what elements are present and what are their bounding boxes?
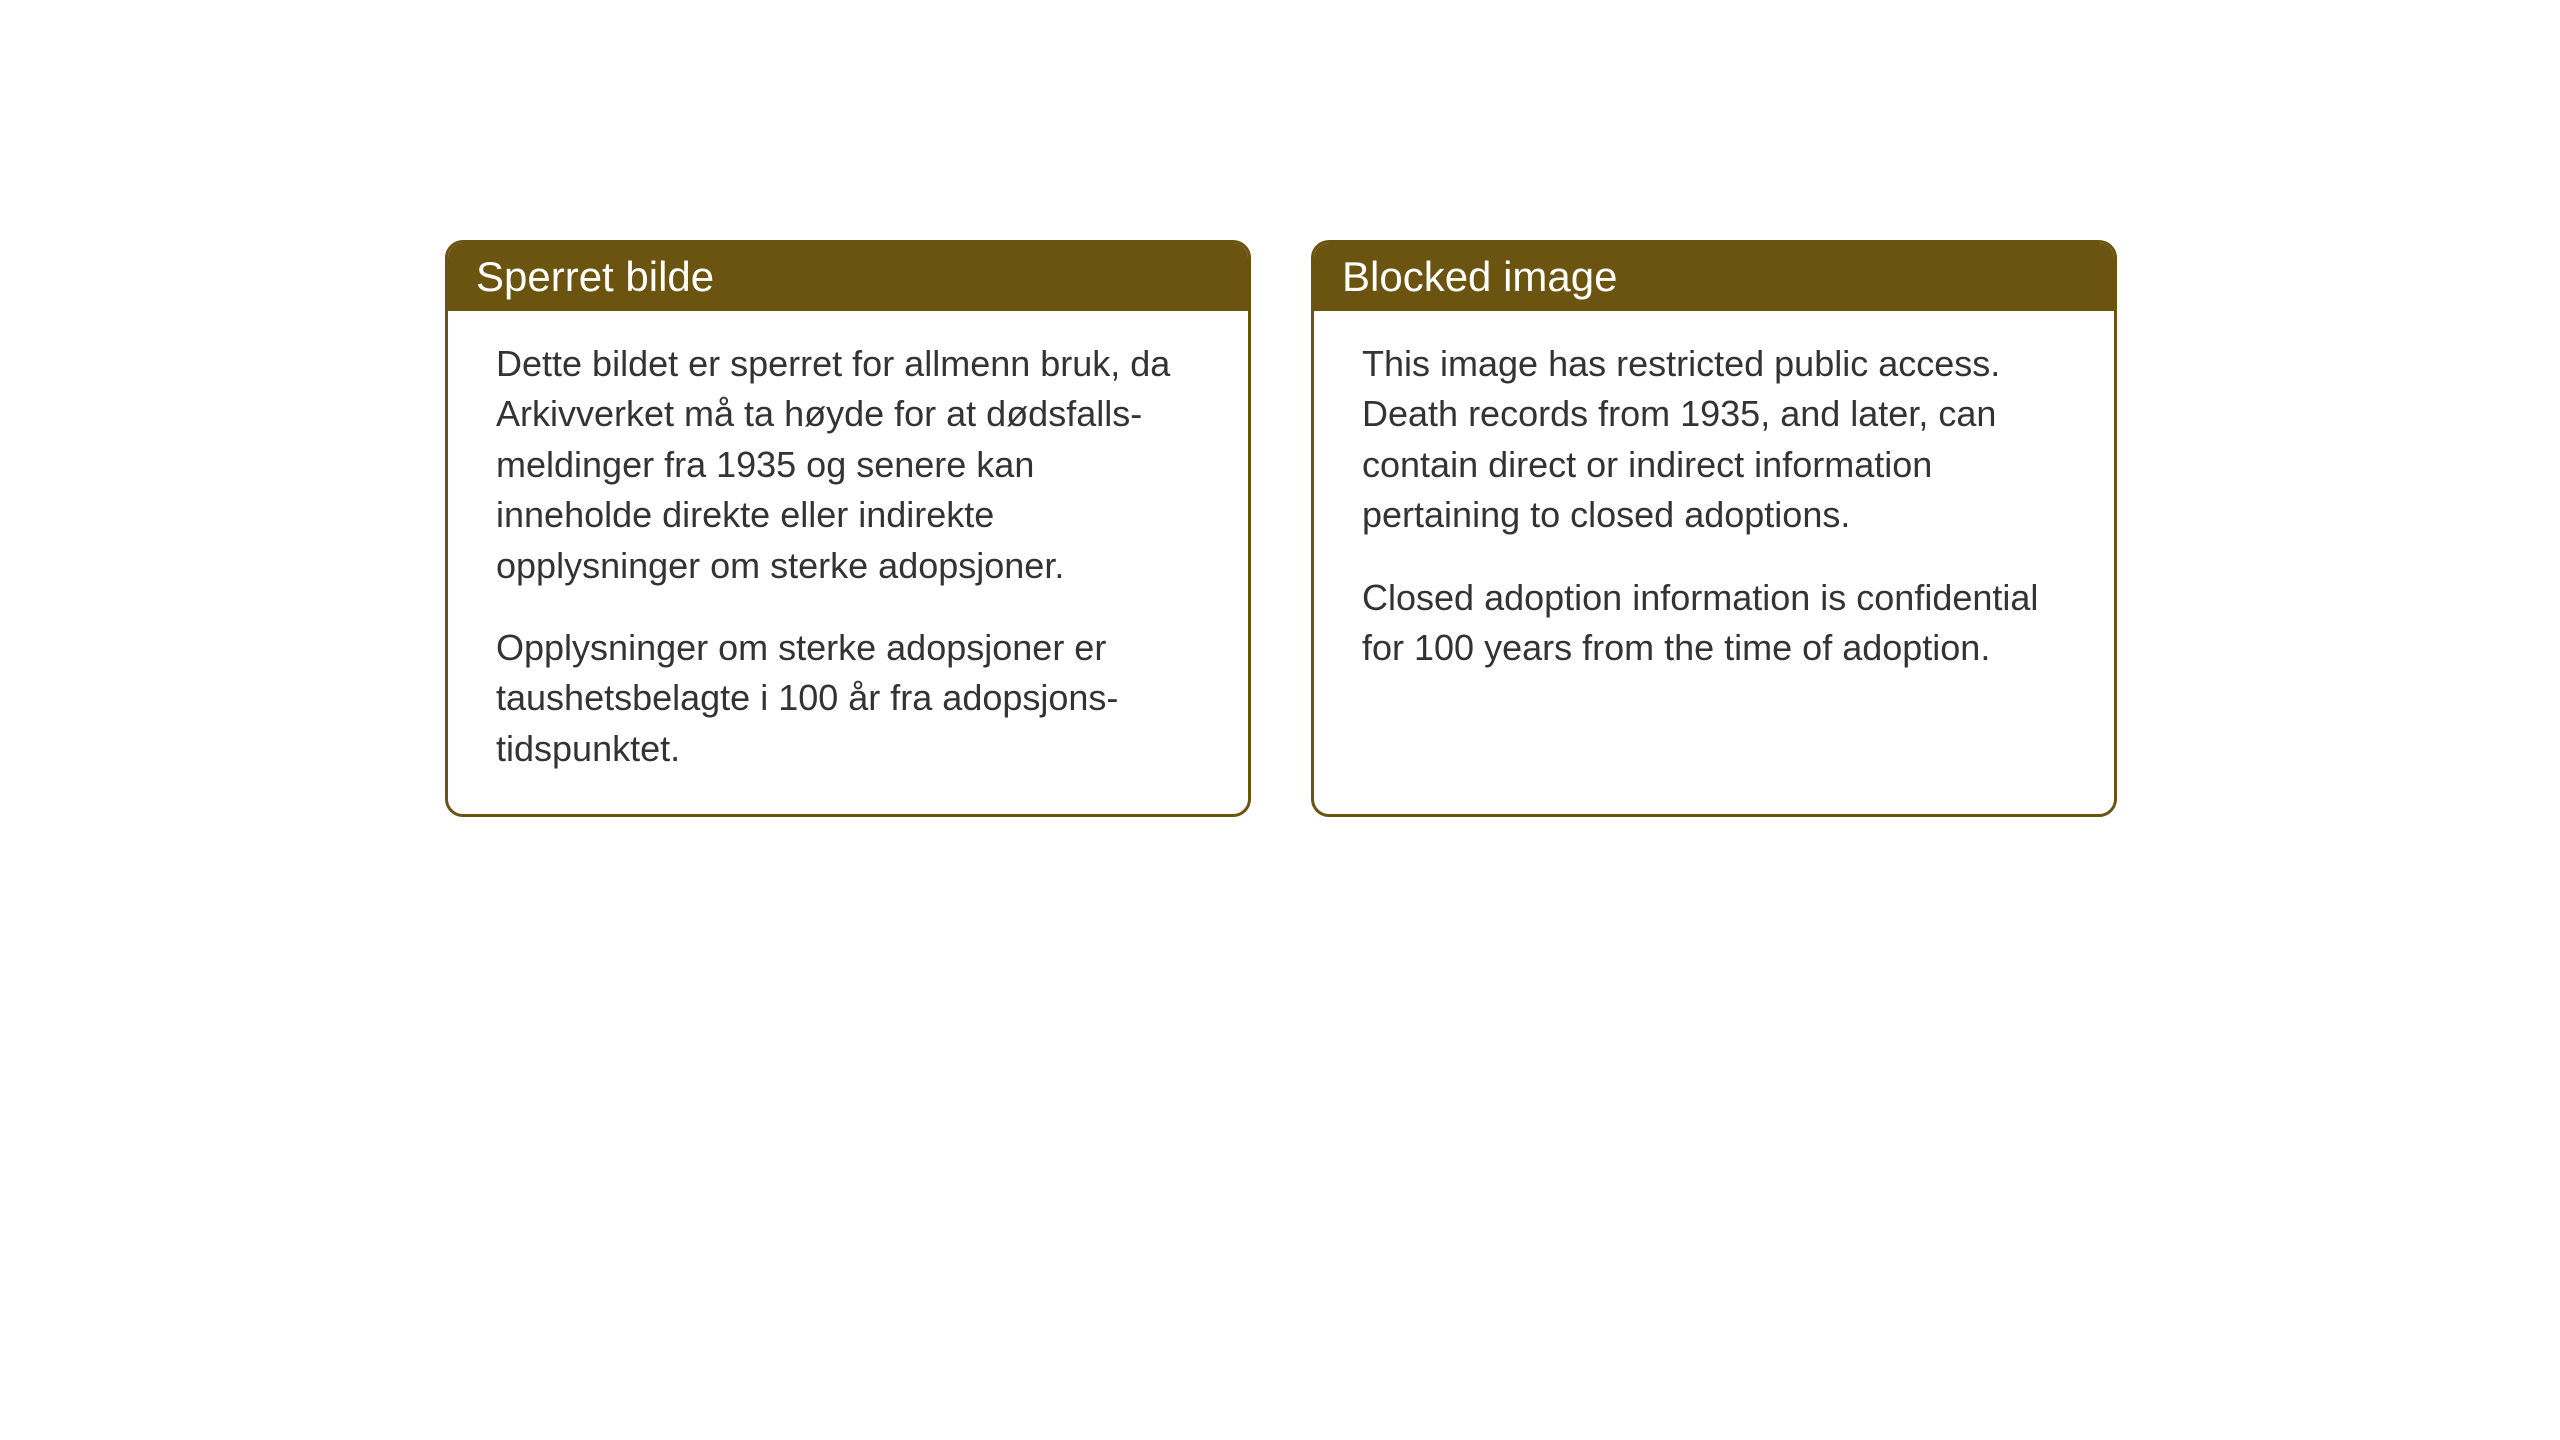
english-paragraph-2: Closed adoption information is confident… (1362, 573, 2066, 674)
english-card-body: This image has restricted public access.… (1314, 311, 2114, 713)
notice-container: Sperret bilde Dette bildet er sperret fo… (445, 240, 2117, 817)
norwegian-card-body: Dette bildet er sperret for allmenn bruk… (448, 311, 1248, 814)
norwegian-notice-card: Sperret bilde Dette bildet er sperret fo… (445, 240, 1251, 817)
norwegian-paragraph-1: Dette bildet er sperret for allmenn bruk… (496, 339, 1200, 591)
norwegian-card-title: Sperret bilde (448, 243, 1248, 311)
norwegian-paragraph-2: Opplysninger om sterke adopsjoner er tau… (496, 623, 1200, 774)
english-notice-card: Blocked image This image has restricted … (1311, 240, 2117, 817)
english-card-title: Blocked image (1314, 243, 2114, 311)
english-paragraph-1: This image has restricted public access.… (1362, 339, 2066, 541)
